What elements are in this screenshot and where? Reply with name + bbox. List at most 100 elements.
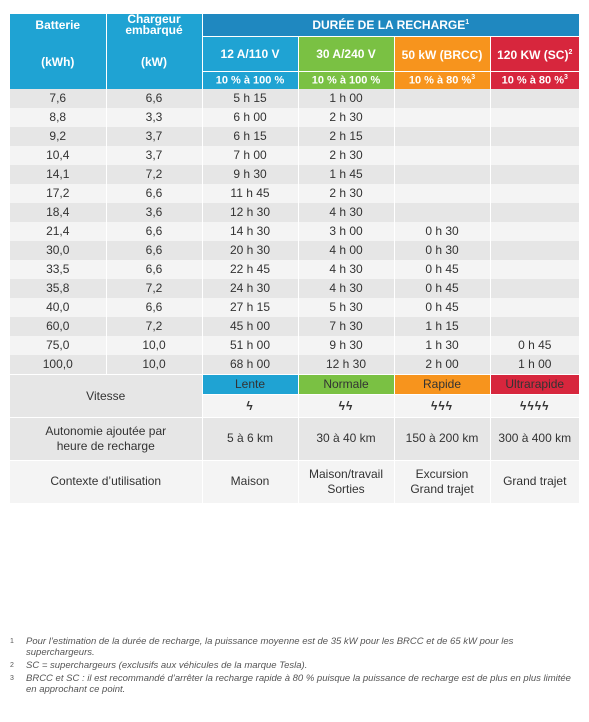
footnotes: 1 Pour l’estimation de la durée de rechar… [10, 636, 579, 697]
contexte-value: Maison [202, 459, 299, 503]
table-row: 40,0 6,6 27 h 15 5 h 30 0 h 45 [10, 297, 579, 317]
table-row: 35,8 7,2 24 h 30 4 h 30 0 h 45 [10, 278, 579, 298]
duree-30a-cell: 12 h 30 [298, 354, 395, 374]
range-label: 10 % à 100 % [215, 74, 285, 87]
range-120kw: 10 % à 80 %3 [490, 70, 579, 89]
chargeur-cell: 10,0 [106, 354, 203, 374]
duree-12a-cell: 5 h 15 [202, 88, 299, 108]
batterie-cell: 40,0 [10, 297, 107, 317]
chargeur-cell: 6,6 [106, 221, 203, 241]
duree-120kw-cell [490, 183, 579, 203]
duree-50kw-cell: 0 h 45 [394, 278, 491, 298]
summary-rows: Vitesse Lente Normale Rapide Ultrarapide… [10, 373, 579, 503]
range-12a: 10 % à 100 % [202, 70, 299, 89]
lightning-icon: ϟϟϟϟ [490, 393, 579, 417]
header-col-sup: 2 [568, 48, 573, 56]
header-col-50kw: 50 kW (BRCC) [394, 36, 491, 71]
footnote-number: 1 [10, 638, 14, 645]
range-50kw: 10 % à 80 %3 [394, 70, 491, 89]
duree-12a-cell: 24 h 30 [202, 278, 299, 298]
table-row: 21,4 6,6 14 h 30 3 h 00 0 h 30 [10, 221, 579, 241]
header-col-name: 12 A/110 V [220, 46, 280, 61]
table-row: 100,0 10,0 68 h 00 12 h 30 2 h 00 1 h 00 [10, 354, 579, 374]
duree-12a-cell: 11 h 45 [202, 183, 299, 203]
footnote-text: SC = superchargeurs (exclusifs aux véhic… [26, 660, 308, 671]
duree-120kw-cell [490, 240, 579, 260]
vitesse-label: Vitesse [10, 373, 203, 417]
chargeur-cell: 3,7 [106, 126, 203, 146]
chargeur-cell: 3,6 [106, 202, 203, 222]
range-label: 10 % à 80 % [408, 74, 472, 87]
table-row: 18,4 3,6 12 h 30 4 h 30 [10, 202, 579, 222]
duree-50kw-cell [394, 126, 491, 146]
lightning-icon: ϟ [202, 393, 299, 417]
duree-120kw-cell [490, 297, 579, 317]
duree-50kw-cell: 0 h 30 [394, 240, 491, 260]
duree-30a-cell: 4 h 30 [298, 202, 395, 222]
table-row: 14,1 7,2 9 h 30 1 h 45 [10, 164, 579, 184]
duree-30a-cell: 9 h 30 [298, 335, 395, 355]
header-chargeur: Chargeur embarqué [106, 14, 203, 36]
table-row: 9,2 3,7 6 h 15 2 h 15 [10, 126, 579, 146]
duree-12a-cell: 9 h 30 [202, 164, 299, 184]
autonomie-value: 150 à 200 km [394, 416, 491, 460]
duree-120kw-cell [490, 316, 579, 336]
duree-12a-cell: 68 h 00 [202, 354, 299, 374]
data-rows: 7,6 6,6 5 h 15 1 h 00 8,8 3,3 6 h 00 2 h 30 9,2 3… [10, 88, 579, 374]
contexte-label: Contexte d’utilisation [10, 459, 203, 503]
footnote-number: 2 [10, 662, 14, 669]
duree-12a-cell: 22 h 45 [202, 259, 299, 279]
batterie-cell: 75,0 [10, 335, 107, 355]
duree-120kw-cell [490, 259, 579, 279]
table-row: 7,6 6,6 5 h 15 1 h 00 [10, 88, 579, 108]
duree-30a-cell: 2 h 30 [298, 145, 395, 165]
range-label: 10 % à 100 % [311, 74, 381, 87]
duree-12a-cell: 14 h 30 [202, 221, 299, 241]
autonomie-label: Autonomie ajoutée par heure de recharge [10, 416, 203, 460]
duree-50kw-cell [394, 164, 491, 184]
speed-badge-rapide: Rapide [394, 373, 491, 394]
duree-12a-cell: 45 h 00 [202, 316, 299, 336]
chargeur-cell: 7,2 [106, 278, 203, 298]
speed-badge-lente: Lente [202, 373, 299, 394]
table-row: 17,2 6,6 11 h 45 2 h 30 [10, 183, 579, 203]
contexte-value: Grand trajet [490, 459, 579, 503]
header-duree-title: DURÉE DE LA RECHARGE [312, 17, 466, 32]
chargeur-cell: 7,2 [106, 164, 203, 184]
chargeur-cell: 6,6 [106, 88, 203, 108]
table-row: 75,0 10,0 51 h 00 9 h 30 1 h 30 0 h 45 [10, 335, 579, 355]
duree-50kw-cell [394, 183, 491, 203]
batterie-cell: 17,2 [10, 183, 107, 203]
table-row: 8,8 3,3 6 h 00 2 h 30 [10, 107, 579, 127]
batterie-cell: 10,4 [10, 145, 107, 165]
duree-12a-cell: 27 h 15 [202, 297, 299, 317]
chargeur-cell: 6,6 [106, 297, 203, 317]
duree-12a-cell: 20 h 30 [202, 240, 299, 260]
duree-30a-cell: 4 h 30 [298, 259, 395, 279]
duree-50kw-cell: 1 h 15 [394, 316, 491, 336]
duree-50kw-cell: 0 h 45 [394, 297, 491, 317]
duree-30a-cell: 4 h 00 [298, 240, 395, 260]
duree-120kw-cell [490, 278, 579, 298]
footnote: 1 Pour l’estimation de la durée de rechar… [10, 636, 579, 658]
batterie-cell: 35,8 [10, 278, 107, 298]
range-label: 10 % à 80 % [501, 74, 564, 87]
footnote: 3 BRCC et SC : il est recommandé d’arrête… [10, 673, 579, 695]
duree-30a-cell: 2 h 30 [298, 183, 395, 203]
header-col-12a: 12 A/110 V [202, 36, 299, 71]
duree-30a-cell: 2 h 30 [298, 107, 395, 127]
duree-12a-cell: 7 h 00 [202, 145, 299, 165]
duree-120kw-cell [490, 126, 579, 146]
duree-120kw-cell: 0 h 45 [490, 335, 579, 355]
duree-120kw-cell: 1 h 00 [490, 354, 579, 374]
header-unit-kwh: (kWh) [10, 36, 107, 89]
header-col-name: 120 KW (SC) [497, 47, 569, 62]
duree-30a-cell: 1 h 00 [298, 88, 395, 108]
chargeur-cell: 6,6 [106, 259, 203, 279]
header-col-120kw: 120 KW (SC)2 [490, 36, 579, 71]
autonomie-value: 300 à 400 km [490, 416, 579, 460]
table-row: 33,5 6,6 22 h 45 4 h 30 0 h 45 [10, 259, 579, 279]
table-row: 30,0 6,6 20 h 30 4 h 00 0 h 30 [10, 240, 579, 260]
chargeur-cell: 10,0 [106, 335, 203, 355]
duree-120kw-cell [490, 221, 579, 241]
